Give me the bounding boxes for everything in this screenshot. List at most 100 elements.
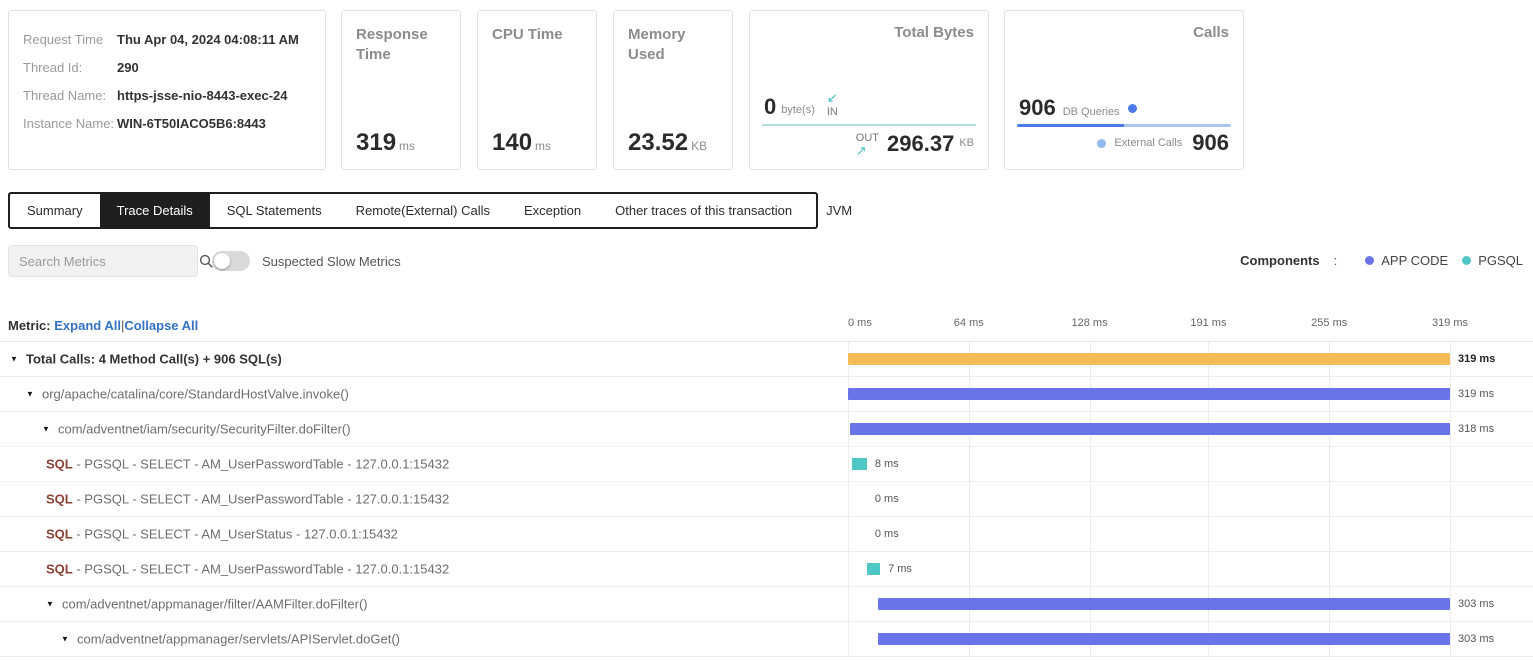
cpu-time-value: 140	[492, 129, 533, 156]
db-queries-dot-icon	[1127, 103, 1137, 113]
legend-item-app-code: APP CODE	[1365, 253, 1448, 268]
response-time-card: Response Time 319 ms	[341, 10, 461, 170]
trace-tree: ▼ Total Calls: 4 Method Call(s) + 906 SQL…	[0, 341, 1533, 657]
expand-collapse-arrow-icon[interactable]: ▼	[10, 354, 18, 364]
memory-used-card: Memory Used 23.52 KB	[613, 10, 733, 170]
tab-summary[interactable]: Summary	[27, 203, 83, 218]
tab-remote-external-calls[interactable]: Remote(External) Calls	[355, 203, 491, 218]
db-queries-label: DB Queries	[1062, 106, 1120, 118]
trace-row-sql-pgsql-select-am-userpasswordtable-127-0-0-1-[interactable]: SQL - PGSQL - SELECT - AM_UserPasswordTa…	[0, 447, 1533, 482]
duration-value-label: 7 ms	[888, 563, 912, 575]
db-queries-value: 906	[1019, 95, 1056, 120]
duration-bar	[849, 423, 1450, 435]
trace-row-label: SQL - PGSQL - SELECT - AM_UserPasswordTa…	[46, 456, 450, 472]
metric-label: Metric:	[8, 318, 51, 333]
tab-exception[interactable]: Exception	[524, 203, 582, 218]
info-value: https-jsse-nio-8443-exec-24	[117, 87, 288, 103]
expand-collapse-arrow-icon[interactable]: ▼	[42, 424, 50, 434]
memory-used-unit: KB	[691, 139, 708, 153]
bytes-out-unit: KB	[959, 136, 974, 149]
info-value: 290	[117, 59, 139, 75]
trace-row-label: Total Calls: 4 Method Call(s) + 906 SQL(…	[26, 351, 282, 367]
link-separator: |	[120, 318, 125, 333]
search-metrics-box	[8, 245, 213, 277]
legend-item-pgsql: PGSQL	[1462, 253, 1523, 268]
trace-row-com-adventnet-iam-security-securityfilter-dofilt[interactable]: ▼ com/adventnet/iam/security/SecurityFilt…	[0, 412, 1533, 447]
search-metrics-input[interactable]	[9, 246, 199, 276]
expand-collapse-arrow-icon[interactable]: ▼	[46, 599, 54, 609]
grid-line	[1208, 342, 1210, 656]
axis-tick-255-ms: 255 ms	[1311, 317, 1348, 329]
trace-row-label: com/adventnet/appmanager/filter/AAMFilte…	[62, 596, 368, 612]
metric-header: Metric: Expand All|Collapse All	[8, 318, 198, 333]
trace-row-org-apache-catalina-core-standardhostvalve-invok[interactable]: ▼ org/apache/catalina/core/StandardHostVa…	[0, 377, 1533, 412]
info-label: Thread Id:	[23, 59, 83, 75]
grid-line	[1450, 342, 1451, 656]
duration-value-label: 319 ms	[1458, 388, 1495, 400]
memory-used-value: 23.52	[628, 129, 689, 156]
trace-row-com-adventnet-appmanager-filter-aamfilter-dofilt[interactable]: ▼ com/adventnet/appmanager/filter/AAMFilt…	[0, 587, 1533, 622]
trace-row-label: SQL - PGSQL - SELECT - AM_UserPasswordTa…	[46, 561, 450, 577]
trace-row-label: com/adventnet/appmanager/servlets/APISer…	[77, 631, 400, 647]
legend-dot-pgsql-icon	[1462, 256, 1472, 265]
duration-bar	[851, 458, 867, 470]
trace-row-sql-pgsql-select-am-userstatus-127-0-0-1-15432[interactable]: SQL - PGSQL - SELECT - AM_UserStatus - 1…	[0, 517, 1533, 552]
duration-value-label: 8 ms	[874, 458, 899, 470]
tab-sql-statements[interactable]: SQL Statements	[226, 203, 322, 218]
external-calls-dot-icon	[1097, 138, 1107, 148]
calls-card: Calls 906 DB Queries External Calls 906	[1004, 10, 1244, 170]
trace-row-label: org/apache/catalina/core/StandardHostVal…	[42, 386, 349, 402]
expand-collapse-arrow-icon[interactable]: ▼	[61, 634, 69, 644]
sql-prefix-label: SQL	[46, 561, 73, 577]
toggle-knob	[214, 253, 230, 269]
total-bytes-card: Total Bytes 0 byte(s) ↙ IN OUT ↗ 296.37 …	[749, 10, 989, 170]
info-row-instance-name: Instance Name: WIN-6T50IACO5B6:8443	[23, 115, 311, 134]
duration-bar	[866, 563, 881, 575]
duration-value-label: 303 ms	[1458, 633, 1495, 645]
bytes-out-value: 296.37	[887, 130, 955, 156]
trace-row-sql-pgsql-select-am-userpasswordtable-127-0-0-1-[interactable]: SQL - PGSQL - SELECT - AM_UserPasswordTa…	[0, 552, 1533, 587]
legend-label: APP CODE	[1381, 253, 1449, 268]
axis-tick-0-ms: 0 ms	[848, 317, 872, 329]
external-calls-value: 906	[1192, 130, 1229, 155]
duration-value-label: 318 ms	[1458, 423, 1495, 435]
card-title: Calls	[1193, 24, 1229, 41]
duration-value-label: 0 ms	[874, 528, 899, 540]
duration-value-label: 0 ms	[874, 493, 899, 505]
bytes-in-label: IN	[826, 106, 838, 118]
tab-other-traces-of-this-transaction[interactable]: Other traces of this transaction	[615, 203, 793, 218]
request-info-card: Request Time Thu Apr 04, 2024 04:08:11 AM…	[8, 10, 326, 170]
duration-bar	[878, 633, 1450, 645]
bytes-in-value: 0	[764, 94, 777, 119]
bytes-out-label: OUT	[855, 132, 880, 144]
external-calls-label: External Calls	[1114, 137, 1183, 149]
search-icon[interactable]	[199, 246, 214, 276]
tab-jvm[interactable]: JVM	[826, 203, 853, 218]
collapse-all-link[interactable]: Collapse All	[124, 318, 199, 333]
trace-row-total-calls-4-method-call-s-906-sql-s[interactable]: ▼ Total Calls: 4 Method Call(s) + 906 SQL…	[0, 342, 1533, 377]
expand-collapse-arrow-icon[interactable]: ▼	[26, 389, 34, 399]
tab-bar: Summary Trace Details SQL Statements Remote…	[8, 192, 852, 229]
axis-tick-64-ms: 64 ms	[953, 317, 984, 329]
card-title: Response Time	[356, 26, 428, 64]
trace-row-sql-pgsql-select-am-userpasswordtable-127-0-0-1-[interactable]: SQL - PGSQL - SELECT - AM_UserPasswordTa…	[0, 482, 1533, 517]
axis-tick-128-ms: 128 ms	[1071, 317, 1108, 329]
trace-row-com-adventnet-appmanager-servlets-apiservlet-dog[interactable]: ▼ com/adventnet/appmanager/servlets/APISe…	[0, 622, 1533, 657]
grid-line	[1329, 342, 1331, 656]
suspected-slow-metrics-toggle[interactable]	[212, 251, 250, 271]
info-row-thread-name: Thread Name: https-jsse-nio-8443-exec-24	[23, 87, 311, 106]
expand-all-link[interactable]: Expand All	[54, 318, 121, 333]
info-label: Request Time	[23, 32, 104, 47]
sql-prefix-label: SQL	[46, 456, 73, 472]
cpu-time-unit: ms	[535, 139, 552, 153]
card-title: CPU Time	[492, 26, 563, 43]
legend-dot-app-code-icon	[1365, 256, 1375, 265]
duration-bar	[878, 598, 1450, 610]
info-label: Instance Name:	[23, 115, 115, 131]
response-time-unit: ms	[399, 139, 416, 153]
sql-prefix-label: SQL	[46, 491, 73, 507]
cpu-time-card: CPU Time 140 ms	[477, 10, 597, 170]
tab-trace-details[interactable]: Trace Details	[99, 194, 210, 227]
time-axis: 0 ms 64 ms 128 ms 191 ms 255 ms 319 ms	[0, 315, 1533, 341]
